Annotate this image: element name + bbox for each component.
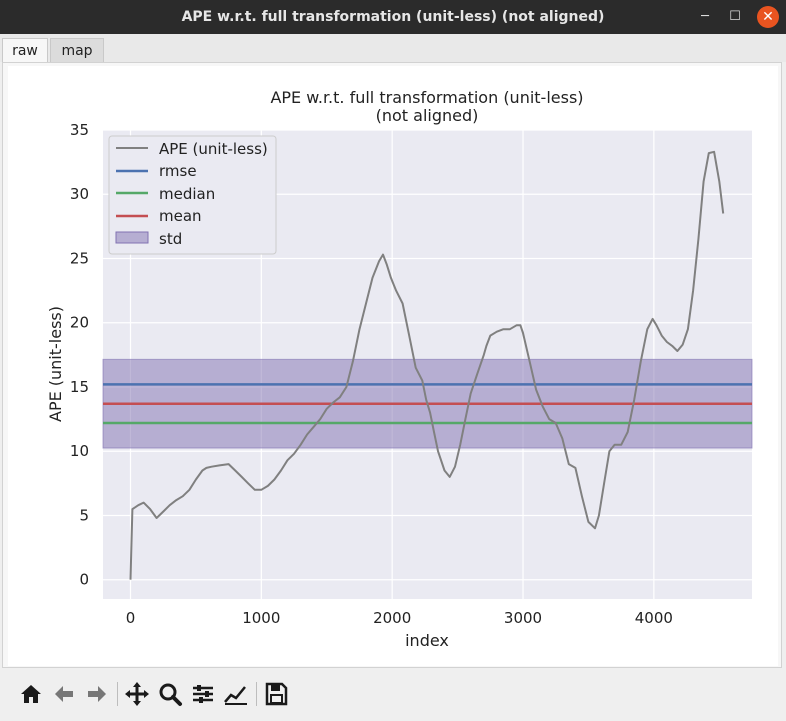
y-tick-label: 10 [70, 442, 89, 460]
chart-title: APE w.r.t. full transformation (unit-les… [270, 88, 583, 107]
navigation-toolbar [0, 672, 786, 721]
tick-labels: 0 1000 2000 3000 4000 0 5 10 15 20 25 30 35 [70, 121, 673, 627]
maximize-icon[interactable]: ☐ [729, 9, 741, 24]
zoom-icon[interactable] [156, 680, 184, 708]
tab-raw[interactable]: raw [2, 38, 48, 62]
legend-label-median: median [159, 185, 215, 203]
figure-canvas: APE w.r.t. full transformation (unit-les… [8, 66, 778, 666]
customize-icon[interactable] [222, 680, 250, 708]
subplots-icon[interactable] [189, 680, 217, 708]
tab-bar: raw map [0, 34, 786, 62]
legend-box [108, 135, 277, 255]
legend-label-ape: APE (unit-less) [159, 140, 268, 158]
legend-label-rmse: rmse [159, 162, 197, 180]
x-tick-label: 3000 [504, 609, 542, 627]
x-tick-label: 2000 [373, 609, 411, 627]
y-tick-label: 0 [79, 571, 89, 589]
legend-swatch-std [115, 231, 149, 244]
x-axis-label: index [405, 631, 449, 650]
pan-icon[interactable] [123, 680, 151, 708]
x-tick-label: 4000 [635, 609, 673, 627]
tab-map[interactable]: map [50, 38, 104, 62]
legend-label-mean: mean [159, 207, 202, 225]
window-titlebar: APE w.r.t. full transformation (unit-les… [0, 0, 786, 34]
y-tick-label: 20 [70, 314, 89, 332]
grid-lines [103, 129, 752, 599]
y-tick-label: 35 [70, 121, 89, 139]
y-tick-label: 30 [70, 185, 89, 203]
x-tick-label: 0 [126, 609, 136, 627]
ape-line [129, 150, 725, 580]
toolbar-separator [117, 682, 118, 706]
forward-arrow-icon[interactable] [83, 680, 111, 708]
save-icon[interactable] [262, 680, 290, 708]
y-tick-label: 5 [79, 506, 89, 524]
toolbar-separator [256, 682, 257, 706]
y-tick-label: 15 [70, 378, 89, 396]
minimize-icon[interactable]: ─ [701, 9, 709, 24]
back-arrow-icon[interactable] [50, 680, 78, 708]
home-icon[interactable] [17, 680, 45, 708]
legend-label-std: std [159, 230, 182, 248]
chart-subtitle: (not aligned) [376, 106, 479, 125]
series-layer [102, 150, 753, 580]
y-tick-label: 25 [70, 249, 89, 267]
x-tick-label: 1000 [242, 609, 280, 627]
legend: APE (unit-less) rmse median mean std [108, 135, 277, 255]
y-axis-label: APE (unit-less) [46, 306, 65, 422]
close-icon[interactable]: ✕ [757, 6, 779, 28]
ape-chart: APE w.r.t. full transformation (unit-les… [46, 88, 753, 650]
window-title: APE w.r.t. full transformation (unit-les… [181, 9, 605, 25]
